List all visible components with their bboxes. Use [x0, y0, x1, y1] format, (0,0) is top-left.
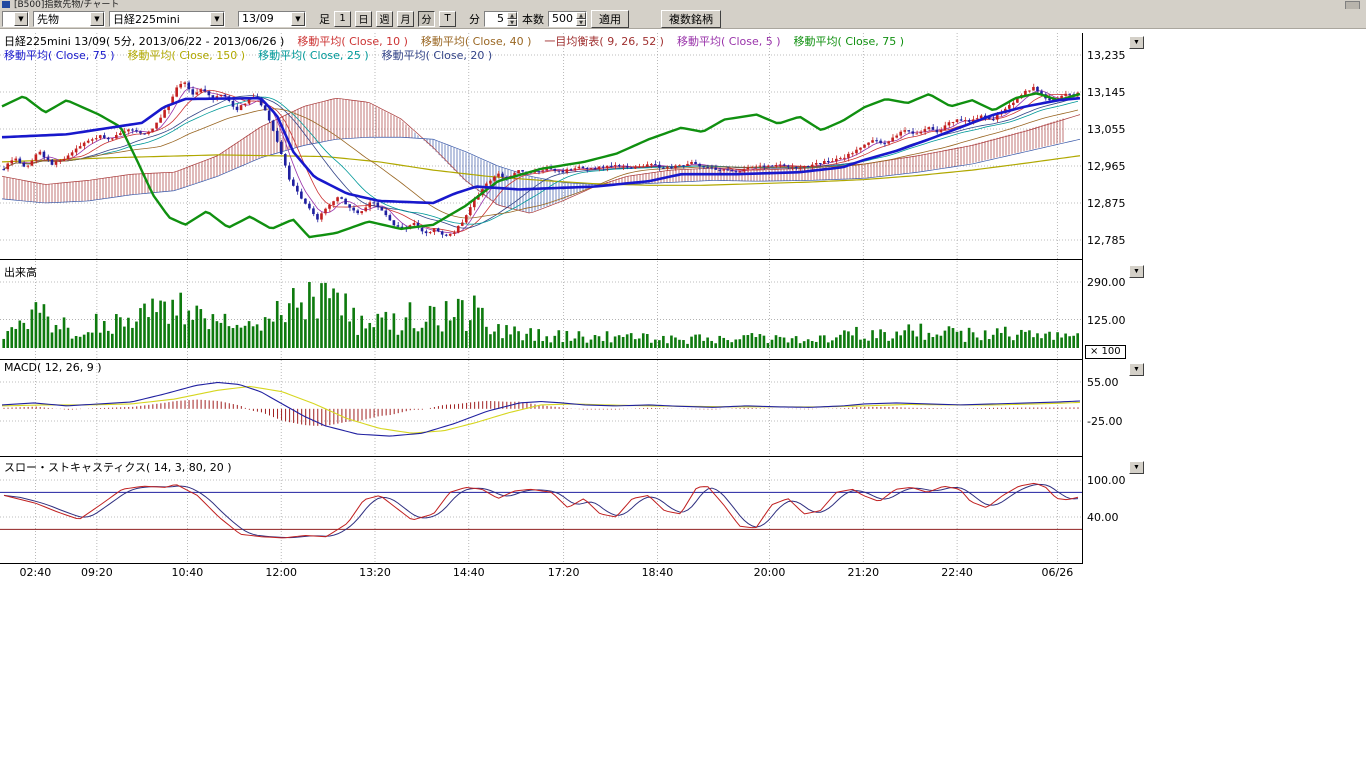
time-axis-label: 20:00: [748, 566, 792, 579]
volume-axis-label: 125.00: [1087, 314, 1126, 327]
contract-select-value: 13/09: [239, 12, 291, 25]
minute-input-value: 5: [485, 12, 507, 25]
spinner-buttons[interactable]: ▲▼: [507, 12, 517, 26]
spin-down-icon[interactable]: ▼: [576, 19, 586, 26]
time-axis-label: 17:20: [542, 566, 586, 579]
bar-count-label: 本数: [522, 11, 544, 27]
time-axis-label: 13:20: [353, 566, 397, 579]
time-axis-label: 21:20: [841, 566, 885, 579]
time-axis-label: 10:40: [165, 566, 209, 579]
contract-select[interactable]: 13/09 ▼: [238, 11, 306, 27]
time-axis-label: 12:00: [259, 566, 303, 579]
symbol-select[interactable]: 日経225mini ▼: [109, 11, 225, 27]
chevron-down-icon[interactable]: ▼: [291, 12, 305, 26]
price-axis-label: 13,055: [1087, 123, 1126, 136]
legend-item-ma75b: 移動平均( Close, 75 ): [4, 49, 115, 62]
market-select[interactable]: 先物 ▼: [33, 11, 105, 27]
window-title: [B500]指数先物/チャート: [14, 0, 119, 9]
time-axis-label: 06/26: [1035, 566, 1079, 579]
stoch-panel-title: スロー・ストキャスティクス( 14, 3, 80, 20 ): [4, 459, 232, 475]
period-button-tick[interactable]: T: [439, 11, 456, 27]
price-axis-label: 12,785: [1087, 234, 1126, 247]
window-controls-icon[interactable]: [1345, 1, 1360, 9]
price-axis-label: 12,875: [1087, 197, 1126, 210]
volume-scale-badge: × 100: [1085, 345, 1126, 359]
period-button-minute[interactable]: 分: [418, 11, 435, 27]
stoch-scale-dropdown[interactable]: ▼: [1129, 461, 1144, 474]
chart-canvas[interactable]: [0, 0, 1150, 585]
time-axis-label: 14:40: [447, 566, 491, 579]
bar-count-input-value: 500: [549, 12, 576, 25]
volume-scale-dropdown[interactable]: ▼: [1129, 265, 1144, 278]
macd-axis-label: -25.00: [1087, 415, 1122, 428]
bar-count-input[interactable]: 500 ▲▼: [548, 11, 587, 27]
titlebar: [B500]指数先物/チャート: [0, 0, 1366, 9]
spin-down-icon[interactable]: ▼: [507, 19, 517, 26]
time-axis-label: 02:40: [13, 566, 57, 579]
time-axis-label: 18:40: [635, 566, 679, 579]
legend-item-ma75: 移動平均( Close, 75 ): [794, 35, 905, 48]
market-select-value: 先物: [34, 11, 90, 27]
minute-unit-label: 分: [469, 11, 480, 27]
price-axis-label: 12,965: [1087, 160, 1126, 173]
chart-area: 日経225mini 13/09( 5分, 2013/06/22 - 2013/0…: [0, 0, 1366, 768]
symbol-select-value: 日経225mini: [110, 11, 210, 27]
price-scale-dropdown[interactable]: ▼: [1129, 36, 1144, 49]
macd-scale-dropdown[interactable]: ▼: [1129, 363, 1144, 376]
toolbar: ▼ 先物 ▼ 日経225mini ▼ 13/09 ▼ 足 1 日 週 月 分 T…: [0, 9, 1366, 29]
legend-item-ichimoku: 一目均衡表( 9, 26, 52 ): [544, 35, 664, 48]
minute-input[interactable]: 5 ▲▼: [484, 11, 518, 27]
period-button-month[interactable]: 月: [397, 11, 414, 27]
app-icon: [2, 1, 10, 8]
macd-panel-title: MACD( 12, 26, 9 ): [4, 361, 102, 374]
multi-symbol-button[interactable]: 複数銘柄: [661, 10, 721, 28]
volume-axis-label: 290.00: [1087, 276, 1126, 289]
price-axis-label: 13,235: [1087, 49, 1126, 62]
volume-panel-title: 出来高: [4, 264, 37, 280]
legend-item-ma25: 移動平均( Close, 25 ): [258, 49, 369, 62]
chevron-down-icon[interactable]: ▼: [210, 12, 224, 26]
spin-up-icon[interactable]: ▲: [507, 12, 517, 19]
timeframe-label: 足: [319, 11, 330, 27]
stoch-axis-label: 100.00: [1087, 474, 1126, 487]
chart-legend-row2: 移動平均( Close, 75 ) 移動平均( Close, 150 ) 移動平均(…: [4, 47, 505, 63]
time-axis-label: 09:20: [75, 566, 119, 579]
mini-select[interactable]: ▼: [2, 11, 29, 27]
chevron-down-icon[interactable]: ▼: [90, 12, 104, 26]
period-button-week[interactable]: 週: [376, 11, 393, 27]
stoch-axis-label: 40.00: [1087, 511, 1119, 524]
spin-up-icon[interactable]: ▲: [576, 12, 586, 19]
legend-item-ma5: 移動平均( Close, 5 ): [677, 35, 781, 48]
period-button-1[interactable]: 1: [334, 11, 351, 27]
chevron-down-icon[interactable]: ▼: [14, 12, 28, 26]
apply-button[interactable]: 適用: [591, 10, 629, 28]
time-axis-label: 22:40: [935, 566, 979, 579]
legend-item-ma150: 移動平均( Close, 150 ): [128, 49, 246, 62]
legend-item-ma20: 移動平均( Close, 20 ): [382, 49, 493, 62]
price-axis-label: 13,145: [1087, 86, 1126, 99]
spinner-buttons[interactable]: ▲▼: [576, 12, 586, 26]
macd-axis-label: 55.00: [1087, 376, 1119, 389]
period-button-day[interactable]: 日: [355, 11, 372, 27]
